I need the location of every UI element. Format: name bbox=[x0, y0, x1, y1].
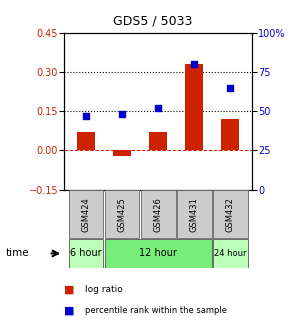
Bar bbox=[149, 132, 167, 150]
FancyBboxPatch shape bbox=[69, 190, 103, 238]
Text: percentile rank within the sample: percentile rank within the sample bbox=[85, 306, 227, 315]
FancyBboxPatch shape bbox=[105, 190, 139, 238]
Text: log ratio: log ratio bbox=[85, 285, 123, 294]
Text: GSM426: GSM426 bbox=[154, 197, 163, 232]
FancyBboxPatch shape bbox=[213, 239, 248, 267]
Text: GSM432: GSM432 bbox=[226, 197, 235, 232]
Text: ■: ■ bbox=[64, 306, 75, 316]
Bar bbox=[221, 119, 239, 150]
Bar bbox=[77, 132, 95, 150]
Point bbox=[156, 105, 161, 111]
Point bbox=[120, 112, 125, 117]
Text: GSM425: GSM425 bbox=[118, 197, 127, 232]
Text: GSM424: GSM424 bbox=[81, 197, 91, 232]
FancyBboxPatch shape bbox=[141, 190, 176, 238]
FancyBboxPatch shape bbox=[213, 190, 248, 238]
Text: ■: ■ bbox=[64, 284, 75, 294]
Point bbox=[192, 61, 197, 67]
FancyBboxPatch shape bbox=[177, 190, 212, 238]
Text: 6 hour: 6 hour bbox=[70, 249, 102, 258]
FancyBboxPatch shape bbox=[105, 239, 212, 267]
FancyBboxPatch shape bbox=[69, 239, 103, 267]
Point bbox=[84, 113, 88, 118]
Bar bbox=[113, 150, 131, 156]
Text: 12 hour: 12 hour bbox=[139, 249, 177, 258]
Point bbox=[228, 85, 233, 90]
Text: time: time bbox=[6, 249, 30, 258]
Text: GDS5 / 5033: GDS5 / 5033 bbox=[113, 15, 192, 28]
Text: GSM431: GSM431 bbox=[190, 197, 199, 232]
Text: 24 hour: 24 hour bbox=[214, 249, 247, 258]
Bar bbox=[185, 64, 203, 150]
